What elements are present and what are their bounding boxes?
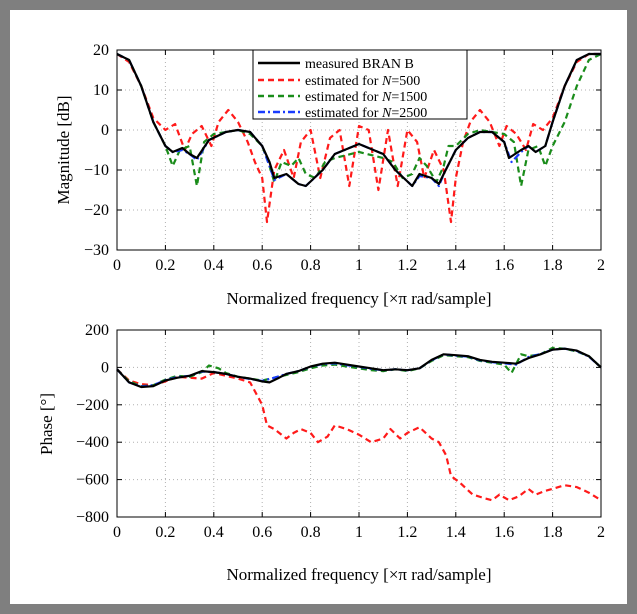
x-tick-label: 0.4 [204,257,224,274]
x-tick-label: 0.4 [204,524,224,541]
y-tick-label: −200 [76,397,109,414]
x-tick-label: 2 [597,257,605,274]
magnitude-ylabel: Magnitude [dB] [54,95,73,204]
y-tick-label: −20 [84,202,109,219]
x-tick-label: 1.6 [494,524,514,541]
x-tick-label: 0.8 [301,257,321,274]
phase-grid [117,330,601,517]
phase-tick-labels: 0 0.2 0.4 0.6 0.8 1 1.2 1.4 1.6 1.8 2 −800 −600 −400 −… [76,322,605,541]
x-tick-label: 0.6 [252,524,272,541]
series-line-n1500 [116,53,602,188]
y-tick-label: 0 [101,359,109,376]
phase-ylabel: Phase [°] [37,393,56,455]
y-tick-label: 200 [85,322,109,339]
series-line-measured [116,52,601,188]
y-tick-label: −400 [76,434,109,451]
x-tick-label: 1.8 [543,524,563,541]
magnitude-tick-labels: 0 0.2 0.4 0.6 0.8 1 1.2 1.4 1.6 1.8 2 −30 −20 −10 0 10 2… [84,42,605,274]
phase-series [116,346,602,502]
x-tick-label: 2 [597,524,605,541]
legend-box [252,49,468,120]
x-tick-label: 0.2 [155,524,175,541]
y-tick-label: 20 [93,42,109,59]
x-tick-label: 1.4 [446,257,466,274]
x-tick-label: 0 [113,257,121,274]
magnitude-series [116,52,602,224]
x-tick-label: 1.2 [397,524,417,541]
series-line-n500 [116,52,601,224]
legend-label-n2500: estimated for N=2500 [305,106,427,121]
x-tick-label: 0.8 [301,524,321,541]
series-line-n500 [116,368,602,502]
legend: measured BRAN B estimated for N=500 esti… [252,49,468,121]
series-line-measured [116,347,602,389]
x-tick-label: 1.8 [543,257,563,274]
x-tick-label: 1.2 [397,257,417,274]
x-tick-label: 1 [355,257,363,274]
y-tick-label: −600 [76,472,109,489]
x-tick-label: 1.4 [446,524,466,541]
x-tick-label: 1.6 [494,257,514,274]
y-tick-label: 0 [101,122,109,139]
y-tick-label: −10 [84,162,109,179]
x-tick-label: 0.6 [252,257,272,274]
phase-xlabel: Normalized frequency [×π rad/sample] [226,565,491,584]
magnitude-xlabel: Normalized frequency [×π rad/sample] [226,289,491,308]
y-tick-label: −800 [76,509,109,526]
x-tick-label: 1 [355,524,363,541]
legend-label-n1500: estimated for N=1500 [305,90,427,105]
x-tick-label: 0 [113,524,121,541]
legend-label-n500: estimated for N=500 [305,74,420,89]
y-tick-label: 10 [93,82,109,99]
legend-label-measured: measured BRAN B [305,57,414,72]
magnitude-plot: 0 0.2 0.4 0.6 0.8 1 1.2 1.4 1.6 1.8 2 −30 −20 −10 0 10 2… [54,42,605,308]
x-tick-label: 0.2 [155,257,175,274]
phase-plot: 0 0.2 0.4 0.6 0.8 1 1.2 1.4 1.6 1.8 2 −800 −600 −400 −… [37,322,605,584]
y-tick-label: −30 [84,242,109,259]
